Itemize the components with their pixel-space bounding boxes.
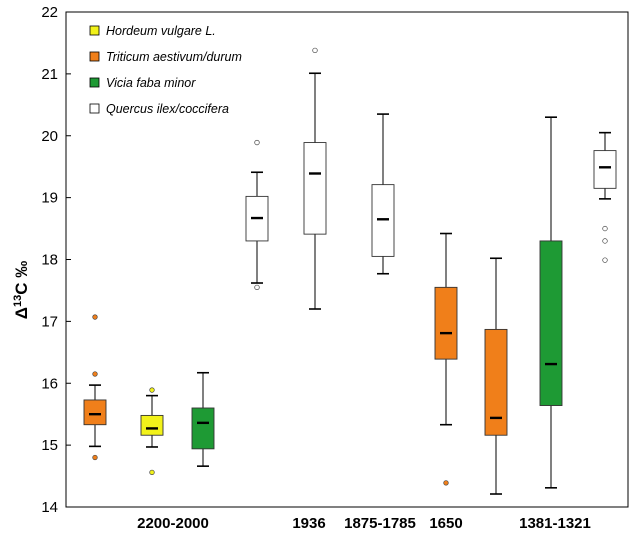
box-plot-2200-2000 xyxy=(83,314,107,461)
y-tick-label: 19 xyxy=(41,190,58,207)
outlier-point xyxy=(602,225,608,232)
y-tick-label: 22 xyxy=(41,4,58,21)
legend: Hordeum vulgare L. Triticum aestivum/duru… xyxy=(89,24,242,116)
outlier-point xyxy=(149,469,155,476)
legend-swatch xyxy=(89,77,100,88)
category-label: 1650 xyxy=(429,515,462,532)
box-plot-1381-1321 xyxy=(593,131,617,263)
category-label: 1875-1785 xyxy=(344,515,416,532)
legend-label: Vicia faba minor xyxy=(106,76,196,90)
legend-label: Quercus ilex/coccifera xyxy=(106,102,229,116)
box-plot-1381-1321 xyxy=(539,116,563,489)
box-plot-2200-2000 xyxy=(140,387,164,476)
outlier-point xyxy=(92,371,98,377)
outlier-point xyxy=(602,238,608,244)
box-iqr xyxy=(371,184,395,257)
box-plot-1875-1785 xyxy=(371,113,395,275)
box-plot-1650 xyxy=(484,257,508,495)
outlier-point xyxy=(312,47,318,54)
y-tick-label: 21 xyxy=(41,66,58,83)
legend-swatch xyxy=(89,103,100,114)
box-plot-1650 xyxy=(434,232,458,486)
outlier-point xyxy=(443,480,449,486)
y-tick-label: 18 xyxy=(41,252,58,269)
box-iqr xyxy=(140,414,164,436)
y-axis: 14 15 16 17 18 19 20 21 22 xyxy=(41,4,71,516)
y-tick-label: 17 xyxy=(41,313,58,330)
box-iqr xyxy=(434,286,458,360)
legend-label: Triticum aestivum/durum xyxy=(106,50,242,64)
box-iqr xyxy=(83,399,107,426)
category-label: 1936 xyxy=(292,515,325,532)
outlier-point xyxy=(149,387,155,393)
box-iqr xyxy=(191,407,215,450)
box-iqr xyxy=(484,328,508,436)
y-axis-label: Δ13C ‰ xyxy=(12,261,31,319)
legend-swatch xyxy=(89,51,100,62)
y-tick-label: 15 xyxy=(41,437,58,454)
box-plot-2200-2000 xyxy=(191,371,215,467)
outlier-point xyxy=(92,454,98,461)
legend-label: Hordeum vulgare L. xyxy=(106,24,216,38)
box-iqr xyxy=(303,142,327,235)
outlier-point xyxy=(602,257,608,263)
box-iqr xyxy=(593,150,617,189)
y-tick-label: 16 xyxy=(41,375,58,392)
box-plot-1936 xyxy=(303,47,327,310)
outlier-point xyxy=(254,284,260,290)
legend-swatch xyxy=(89,25,100,36)
box-iqr xyxy=(539,240,563,406)
category-label: 1381-1321 xyxy=(519,515,591,532)
boxes xyxy=(83,47,617,495)
outlier-point xyxy=(92,314,98,320)
outlier-point xyxy=(254,139,260,146)
category-label: 2200-2000 xyxy=(137,515,209,532)
y-tick-label: 14 xyxy=(41,499,58,516)
category-labels: 2200-2000 1936 1875-1785 1650 1381-1321 xyxy=(137,515,591,532)
y-tick-label: 20 xyxy=(41,128,58,145)
box-plot-1936 xyxy=(245,139,269,290)
